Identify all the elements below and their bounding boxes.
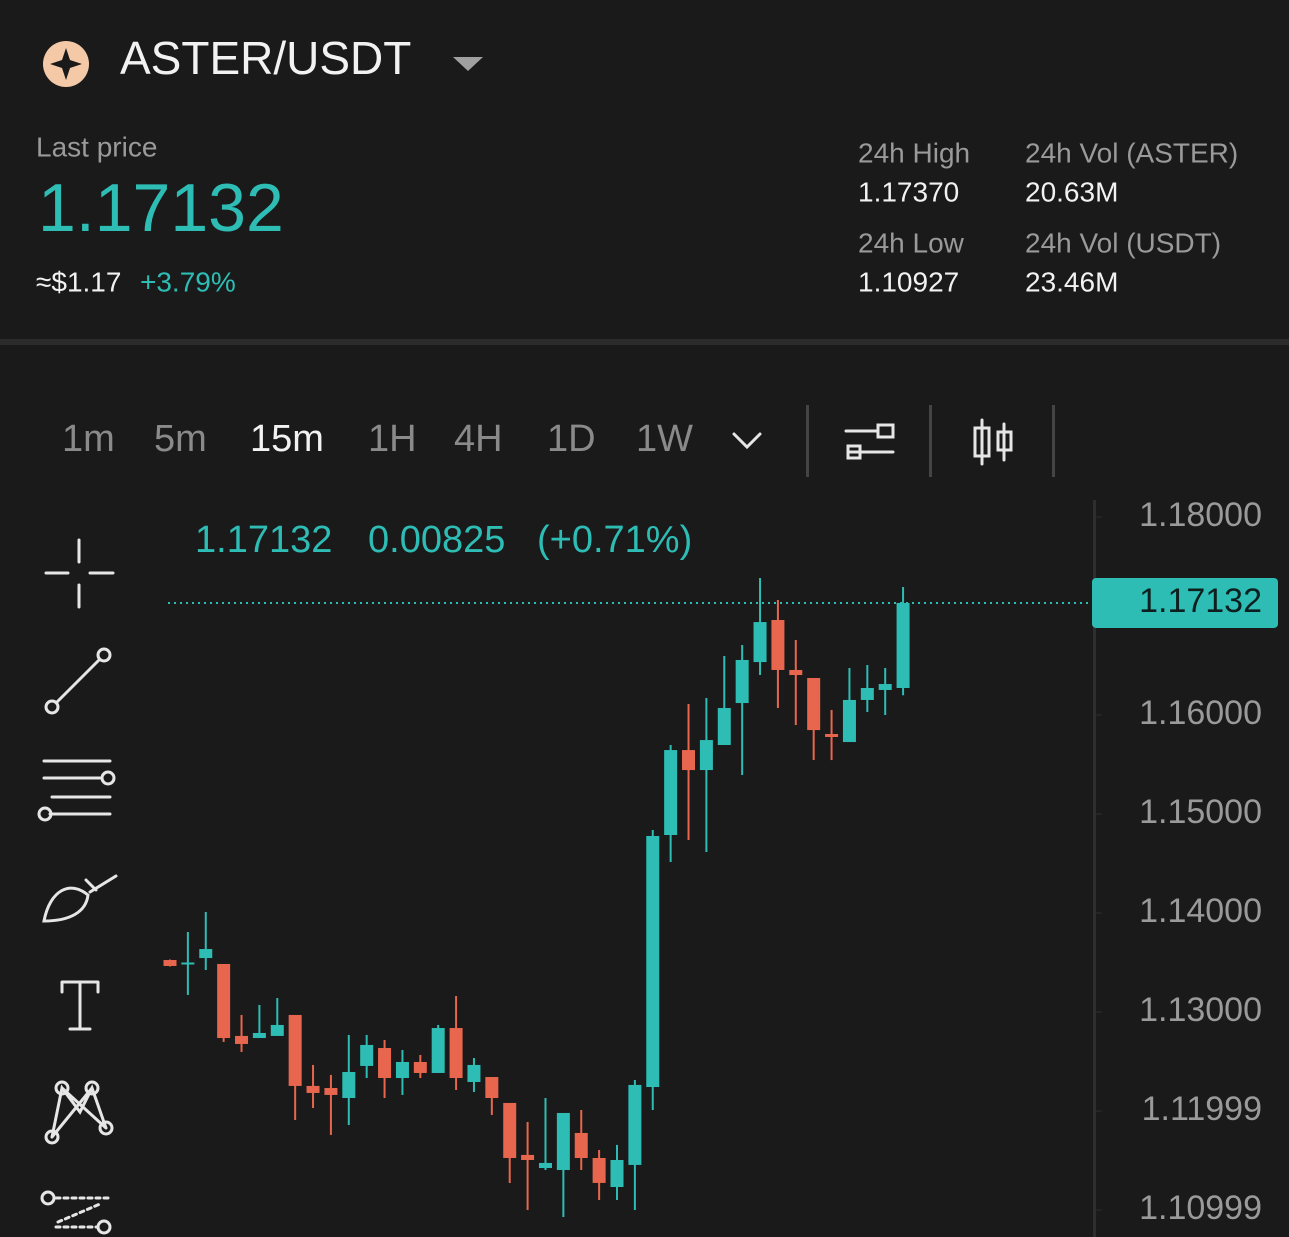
ohlc-legend: 1.17132 0.00825 (+0.71%)	[195, 519, 692, 561]
candle-body	[324, 1088, 338, 1095]
candle-body	[699, 740, 713, 771]
drawing-tools	[37, 538, 118, 1235]
interval-button[interactable]: 15m	[250, 418, 324, 460]
chart-type-button[interactable]	[973, 418, 1013, 466]
candle-body	[556, 1112, 570, 1170]
candle-body	[592, 1158, 606, 1183]
candle-body	[521, 1154, 535, 1160]
separator	[0, 339, 1289, 345]
stat-label: 24h High	[858, 137, 970, 168]
candle-body	[807, 677, 821, 731]
candle-body	[199, 949, 213, 959]
candle-body	[860, 687, 874, 700]
y-tick-label: 1.16000	[1139, 694, 1262, 732]
candle-body	[735, 659, 749, 704]
y-tick-label: 1.10999	[1139, 1189, 1262, 1227]
text-tool[interactable]	[60, 980, 100, 1031]
candle-body	[395, 1061, 409, 1079]
candle-body	[878, 684, 892, 690]
pair[interactable]: ASTER/USDT	[120, 32, 411, 84]
price-axis-border	[1093, 500, 1096, 1237]
last-price-tag-label: 1.17132	[1139, 582, 1262, 620]
candle-body	[646, 835, 660, 1088]
last-price-label: Last price	[36, 131, 157, 162]
candle-body	[503, 1102, 517, 1159]
indicator-button[interactable]	[844, 423, 895, 460]
candle-body	[610, 1159, 624, 1188]
coin-icon	[43, 41, 89, 87]
y-tick-label: 1.13000	[1139, 991, 1262, 1029]
last-price: 1.17132	[38, 170, 284, 246]
crosshair-tool[interactable]	[44, 538, 115, 609]
interval-button[interactable]: 1m	[62, 418, 115, 460]
candle-body	[574, 1132, 588, 1159]
brush-tool[interactable]	[42, 874, 118, 923]
usd-price: ≈$1.17	[36, 266, 121, 297]
y-tick-label: 1.15000	[1139, 793, 1262, 831]
stat-value: 1.10927	[858, 266, 959, 297]
candle-body	[181, 962, 195, 965]
last-price-tag	[1092, 577, 1278, 628]
interval-button[interactable]: 1D	[547, 418, 596, 460]
legend-change: 0.00825	[368, 519, 505, 561]
candle-body	[431, 1028, 445, 1073]
candle-body	[306, 1085, 320, 1093]
candle-body	[753, 622, 767, 663]
interval-button[interactable]: 1H	[368, 418, 417, 460]
candle-body	[288, 1014, 302, 1086]
candle-body	[771, 619, 785, 670]
stat-value: 23.46M	[1025, 266, 1118, 297]
fib-tool[interactable]	[40, 1190, 112, 1235]
candle-body	[342, 1071, 356, 1099]
y-tick-label: 1.18000	[1139, 496, 1262, 534]
y-tick-label: 1.11999	[1142, 1090, 1262, 1128]
candle-body	[896, 602, 910, 688]
pair-dropdown[interactable]	[453, 57, 483, 71]
stat-label: 24h Low	[858, 227, 965, 258]
hline-tool[interactable]	[37, 759, 116, 822]
candle-body	[682, 750, 696, 771]
candle-body	[163, 960, 177, 966]
candle-body	[413, 1061, 427, 1073]
stat-label: 24h Vol (ASTER)	[1025, 137, 1238, 168]
candle-body	[235, 1035, 249, 1044]
candle-body	[825, 734, 839, 737]
interval-button[interactable]: 1W	[636, 418, 693, 460]
pattern-tool[interactable]	[44, 1080, 114, 1145]
candle-body	[664, 750, 678, 835]
candle-body	[717, 707, 731, 746]
dividers	[806, 405, 1055, 477]
legend-close: 1.17132	[195, 519, 332, 561]
stat-label: 24h Vol (USDT)	[1025, 227, 1221, 258]
y-tick-label: 1.14000	[1139, 892, 1262, 930]
interval-button[interactable]: 4H	[454, 418, 503, 460]
candle-body	[485, 1077, 499, 1099]
candle-body	[449, 1028, 463, 1079]
stat-value: 20.63M	[1025, 176, 1118, 207]
candle-body	[538, 1162, 552, 1169]
candle-body	[628, 1084, 642, 1165]
candle-body	[252, 1032, 266, 1039]
candle-body	[360, 1044, 374, 1066]
candle-body	[467, 1064, 481, 1082]
more-intervals[interactable]	[732, 432, 762, 450]
line-tool[interactable]	[44, 647, 112, 715]
candle-body	[270, 1024, 284, 1036]
stat-value: 1.17370	[858, 176, 959, 207]
legend-change-pct: (+0.71%)	[537, 519, 692, 561]
change: +3.79%	[140, 266, 236, 297]
candle-body	[789, 669, 803, 676]
candle-body	[378, 1048, 392, 1079]
candle-body	[217, 963, 231, 1039]
interval-button[interactable]: 5m	[154, 418, 207, 460]
candle-body	[842, 699, 856, 743]
